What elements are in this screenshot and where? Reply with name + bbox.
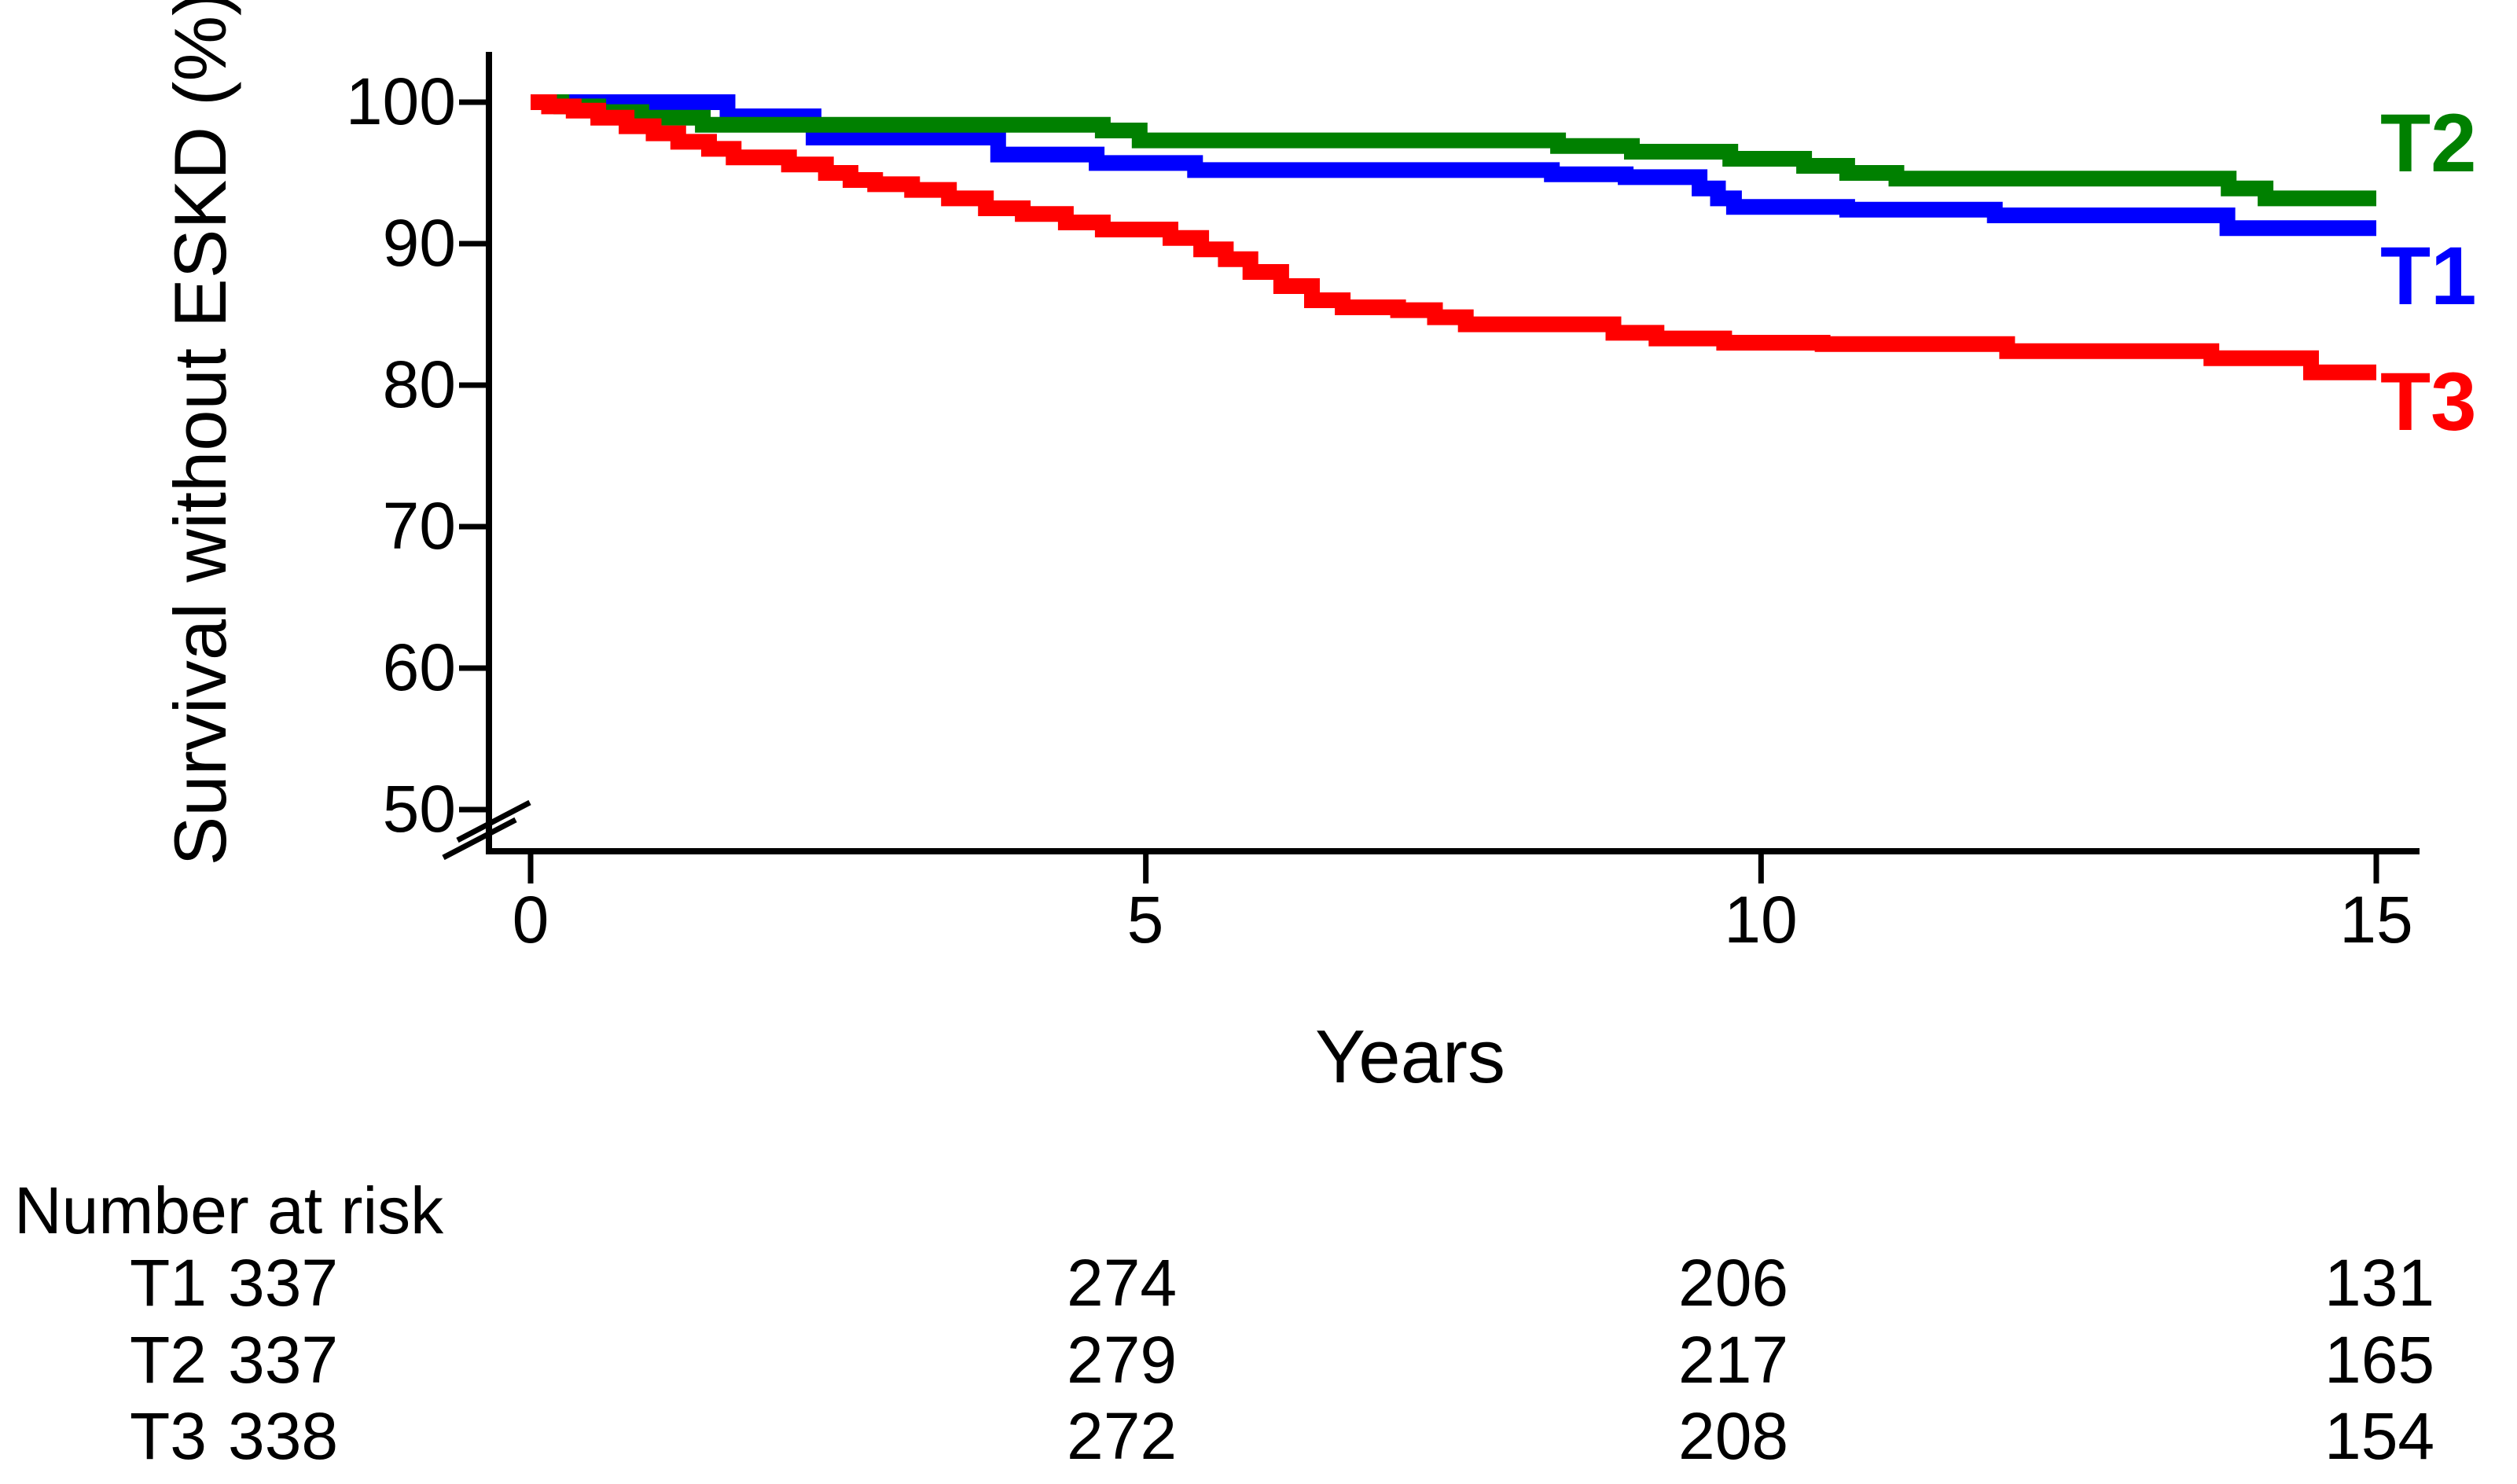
risk-row-label-T2: T2 bbox=[129, 1323, 207, 1397]
risk-row-label-T3: T3 bbox=[129, 1399, 207, 1473]
y-tick-label-70: 70 bbox=[382, 489, 456, 563]
y-axis-break-slash-2 bbox=[442, 817, 517, 861]
axis-tick-marks bbox=[459, 99, 2379, 883]
risk-count-T1-y10: 206 bbox=[1678, 1246, 1789, 1320]
x-tick-label-5: 5 bbox=[1126, 883, 1164, 957]
risk-count-T2-y0: 337 bbox=[228, 1323, 339, 1397]
curve-label-T3: T3 bbox=[2380, 356, 2477, 448]
y-tick-label-90: 90 bbox=[382, 206, 456, 280]
x-tick-label-0: 0 bbox=[512, 883, 549, 957]
curve-label-T2: T2 bbox=[2380, 97, 2477, 189]
risk-count-T3-y10: 208 bbox=[1678, 1399, 1789, 1473]
y-axis-break-slash-1 bbox=[456, 799, 531, 843]
risk-count-T1-y0: 337 bbox=[228, 1246, 339, 1320]
y-tick-label-50: 50 bbox=[382, 772, 456, 846]
y-tick-label-100: 100 bbox=[345, 64, 456, 138]
risk-count-T1-y15: 131 bbox=[2324, 1246, 2435, 1320]
risk-count-T3-y0: 338 bbox=[228, 1399, 339, 1473]
curve-label-T1: T1 bbox=[2380, 230, 2477, 322]
risk-count-T3-y15: 154 bbox=[2324, 1399, 2435, 1473]
risk-count-T2-y5: 279 bbox=[1067, 1323, 1178, 1397]
risk-count-T2-y15: 165 bbox=[2324, 1323, 2435, 1397]
survival-curves bbox=[531, 94, 2376, 380]
y-tick-label-60: 60 bbox=[382, 630, 456, 704]
x-axis-title: Years bbox=[1315, 1015, 1505, 1099]
risk-table-header: Number at risk bbox=[14, 1174, 444, 1247]
tick-mark-path bbox=[459, 99, 2379, 883]
survival-curve-T1 bbox=[531, 94, 2376, 237]
risk-count-T1-y5: 274 bbox=[1067, 1246, 1178, 1320]
y-tick-label-80: 80 bbox=[382, 347, 456, 421]
x-tick-label-15: 15 bbox=[2339, 883, 2413, 957]
risk-count-T3-y5: 272 bbox=[1067, 1399, 1178, 1473]
axis-lines bbox=[486, 52, 2420, 854]
x-tick-label-10: 10 bbox=[1724, 883, 1798, 957]
survival-curve-T3 bbox=[531, 94, 2376, 380]
y-axis-title: Survival without ESKD (%) bbox=[159, 0, 241, 866]
risk-row-label-T1: T1 bbox=[129, 1246, 207, 1320]
risk-count-T2-y10: 217 bbox=[1678, 1323, 1789, 1397]
